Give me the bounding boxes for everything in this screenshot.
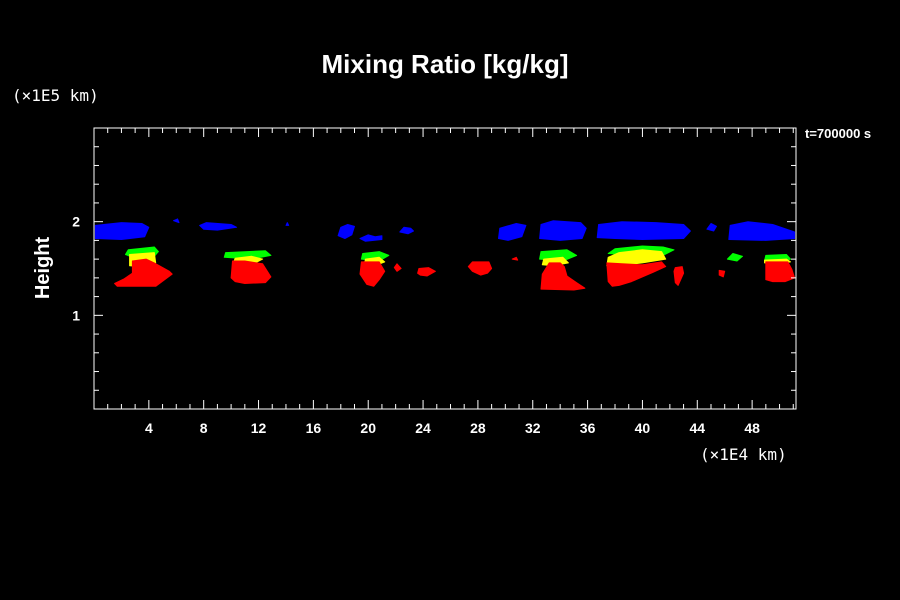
blue-region: [337, 224, 355, 239]
x-tick-label: 16: [306, 420, 322, 436]
blue-region: [498, 223, 527, 241]
red-region: [467, 261, 493, 276]
blue-region: [94, 222, 150, 240]
contour-regions: [94, 218, 796, 291]
x-tick-label: 20: [360, 420, 376, 436]
x-tick-label: 44: [689, 420, 705, 436]
plot-axes: [93, 127, 797, 410]
y-tick-label: 2: [72, 214, 80, 230]
blue-region: [706, 223, 717, 232]
green-region: [726, 253, 743, 262]
y-axis-unit-label: (×1E5 km): [12, 86, 99, 105]
plot-frame: [93, 127, 797, 410]
time-label: t=700000 s: [805, 126, 871, 141]
x-tick-label: 12: [251, 420, 267, 436]
blue-region: [285, 222, 290, 226]
blue-region: [359, 234, 383, 242]
blue-region: [173, 218, 180, 224]
red-region: [230, 260, 272, 284]
x-tick-label: 40: [635, 420, 651, 436]
red-region: [114, 258, 173, 287]
blue-region: [199, 222, 238, 231]
red-region: [673, 266, 685, 286]
red-region: [765, 261, 796, 283]
blue-region: [596, 221, 691, 240]
blue-region: [728, 221, 796, 241]
y-tick-labels: 12: [72, 214, 80, 324]
x-tick-label: 48: [744, 420, 760, 436]
chart-title: Mixing Ratio [kg/kg]: [322, 49, 569, 79]
y-tick-label: 1: [72, 307, 80, 323]
red-region: [540, 262, 586, 291]
x-tick-label: 28: [470, 420, 486, 436]
red-region: [359, 261, 386, 287]
blue-region: [539, 220, 587, 241]
x-tick-label: 36: [580, 420, 596, 436]
x-tick-label: 24: [415, 420, 431, 436]
x-tick-label: 8: [200, 420, 208, 436]
x-axis-unit-label: (×1E4 km): [700, 445, 787, 464]
x-tick-label: 32: [525, 420, 541, 436]
x-tick-label: 4: [145, 420, 153, 436]
red-region: [606, 261, 667, 287]
red-region: [417, 267, 436, 277]
x-tick-labels: 4 8 12 16 20 24 28 32 36 40 44 48: [145, 420, 760, 436]
blue-region: [399, 226, 414, 235]
red-region: [718, 269, 726, 278]
red-region: [393, 263, 402, 272]
red-region: [511, 256, 519, 261]
y-axis-label: Height: [32, 237, 54, 300]
